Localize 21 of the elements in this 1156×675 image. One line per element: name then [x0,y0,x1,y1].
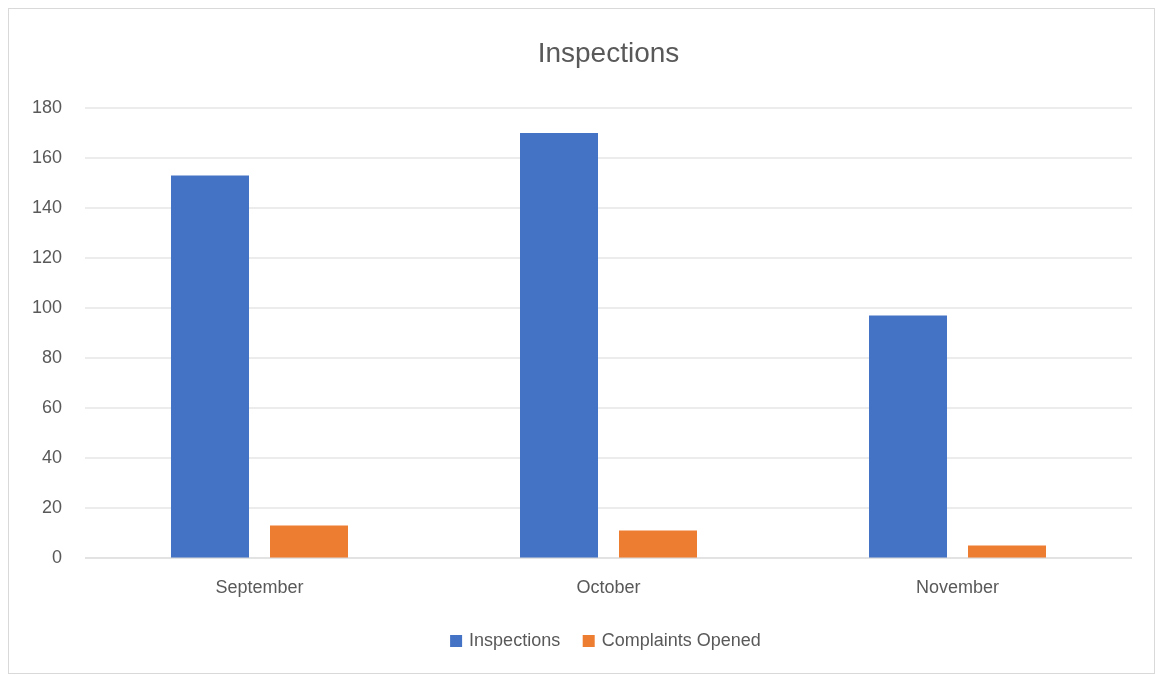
x-tick-label: November [915,576,1000,597]
bar [869,315,947,558]
y-tick-label: 120 [31,246,62,267]
y-tick-label: 180 [31,96,62,117]
y-tick-label: 140 [31,196,62,217]
bar [619,530,697,558]
bar [270,525,348,558]
y-tick-label: 160 [31,146,62,167]
y-tick-label: 20 [41,496,62,517]
y-tick-label: 80 [41,346,62,367]
bar [171,175,249,558]
y-tick-label: 40 [41,446,62,467]
y-tick-label: 0 [51,546,62,567]
chart-title: Inspections [537,37,680,69]
x-tick-label: September [215,576,304,597]
legend-label: Inspections [469,629,561,650]
x-tick-label: October [576,576,641,597]
bar [520,133,598,558]
y-tick-label: 100 [31,296,62,317]
legend-label: Complaints Opened [601,629,761,650]
y-tick-label: 60 [41,396,62,417]
